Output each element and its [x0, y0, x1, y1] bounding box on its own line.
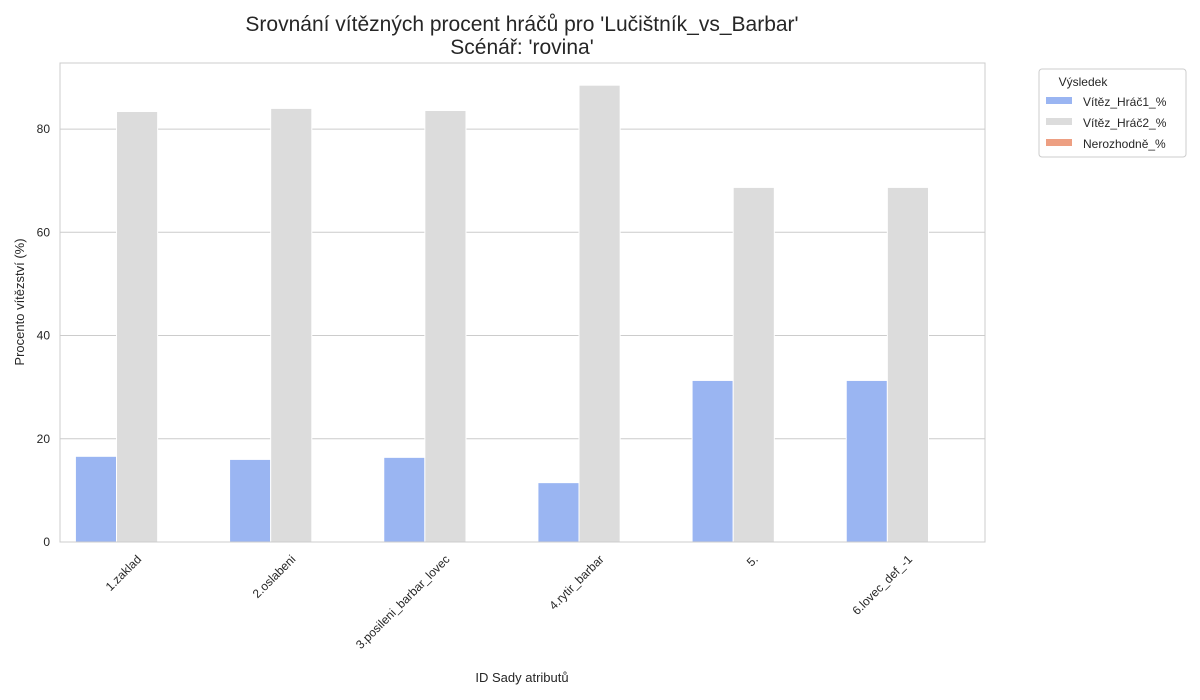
chart-subtitle: Scénář: 'rovina' [450, 36, 593, 59]
legend-frame [1038, 68, 1187, 158]
y-tick-label: 40 [37, 329, 51, 343]
legend-swatch [1046, 139, 1072, 146]
bar-1-6 [845, 379, 888, 543]
bar-2-3 [424, 109, 467, 543]
y-axis-label: Procento vítězství (%) [12, 238, 27, 365]
x-axis-label: ID Sady atributů [475, 670, 568, 685]
x-tick-label: 2.oslabeni [250, 552, 299, 601]
legend-label: Vítěz_Hráč2_% [1083, 116, 1167, 130]
bar-2-4 [578, 84, 621, 543]
plot-frame [59, 62, 986, 543]
legend: Výsledek Vítěz_Hráč1_% Vítěz_Hráč2_% Neroz… [1038, 68, 1187, 158]
x-tick-label: 1.zaklad [103, 552, 145, 594]
y-tick-label: 0 [43, 535, 50, 549]
bar-2-1 [116, 111, 159, 543]
x-ticks: 1.zaklad 2.oslabeni 3.posileni_barbar_love… [103, 552, 916, 652]
chart-title: Srovnání vítězných procent hráčů pro 'Lu… [245, 13, 798, 36]
x-tick-label: 4.rytir_barbar [546, 552, 606, 612]
bar-1-2 [229, 458, 272, 543]
y-tick-label: 20 [37, 432, 51, 446]
bar-1-4 [537, 482, 580, 543]
bar-1-1 [74, 455, 118, 543]
bar-2-6 [886, 186, 929, 543]
bar-2-2 [270, 107, 313, 543]
y-tick-label: 60 [37, 225, 51, 239]
x-tick-label: 3.posileni_barbar_lovec [353, 552, 453, 652]
x-tick-label: 6.lovec_def_-1 [849, 552, 915, 618]
legend-swatch [1046, 118, 1072, 125]
bar-1-3 [383, 456, 426, 543]
y-tick-label: 80 [37, 122, 51, 136]
legend-label: Nerozhodně_% [1083, 137, 1166, 151]
bar-1-5 [691, 379, 734, 543]
legend-title: Výsledek [1059, 75, 1109, 89]
y-ticks: 0 20 40 60 80 [37, 122, 51, 549]
x-tick-label: 5. [744, 552, 761, 569]
bar-2-5 [732, 186, 775, 543]
bars [74, 84, 929, 543]
legend-label: Vítěz_Hráč1_% [1083, 95, 1167, 109]
legend-swatch [1046, 97, 1072, 104]
